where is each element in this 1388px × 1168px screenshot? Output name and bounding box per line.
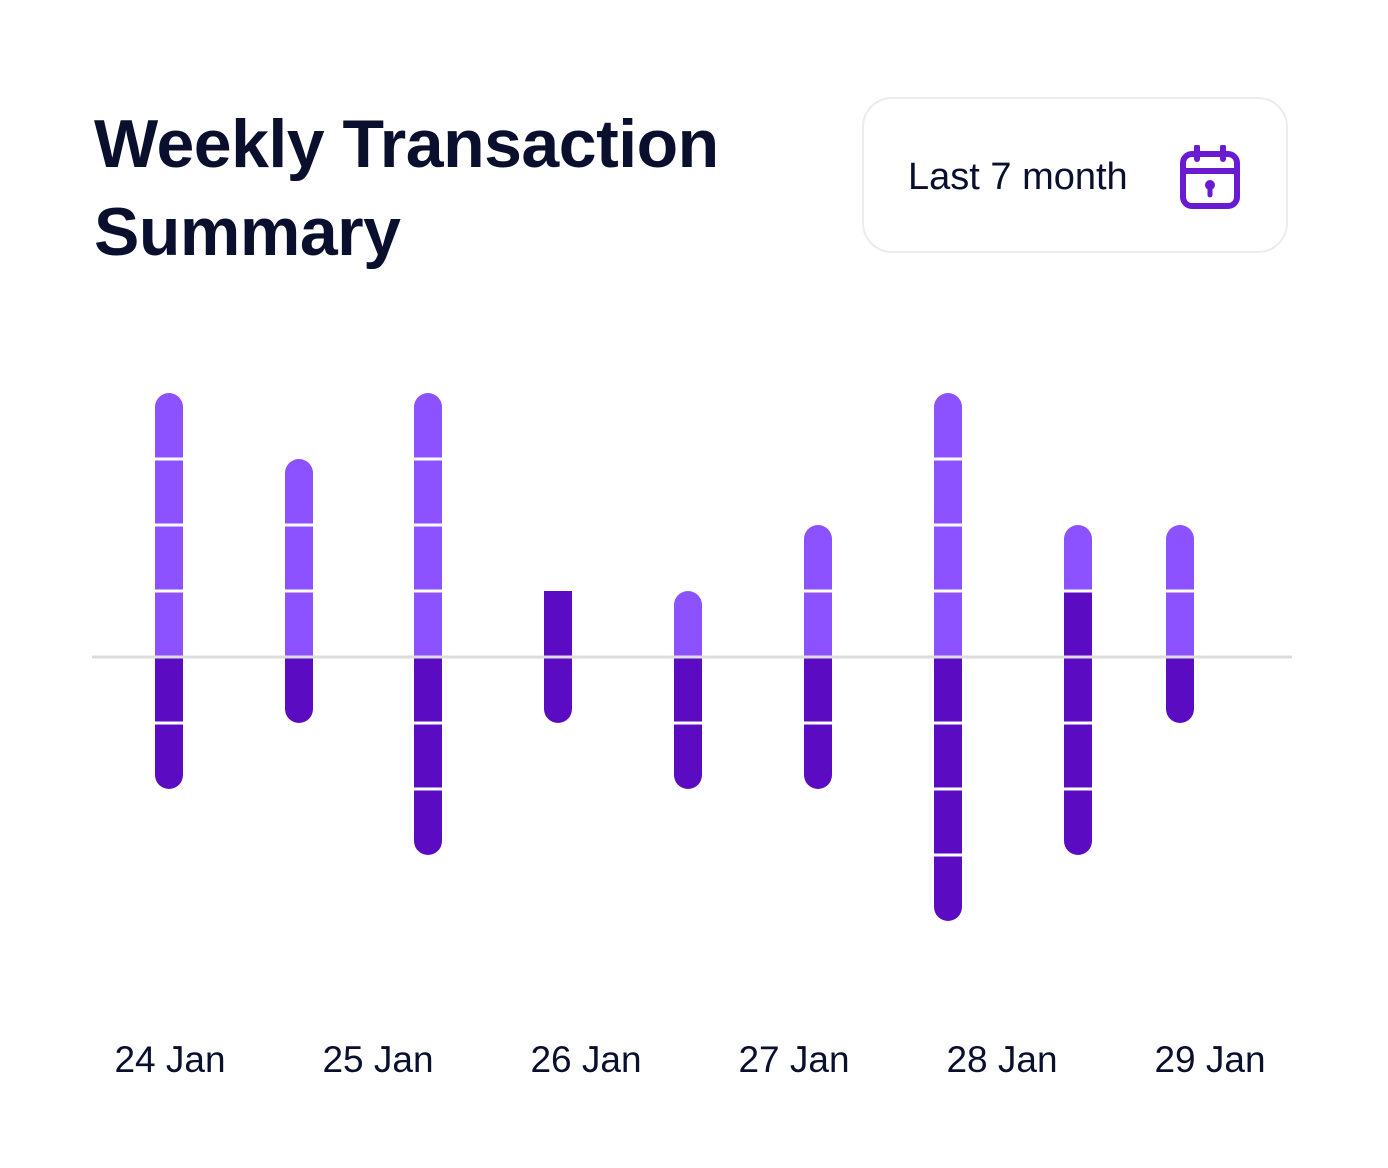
page-title: Weekly Transaction Summary bbox=[94, 106, 719, 270]
bar-segment-up bbox=[285, 459, 313, 657]
bar-segment-down bbox=[414, 657, 442, 855]
chart-bar-4 bbox=[544, 591, 572, 723]
bar-segment-down bbox=[544, 657, 572, 723]
x-tick-label: 28 Jan bbox=[946, 1039, 1057, 1080]
x-tick-label: 26 Jan bbox=[530, 1039, 641, 1080]
bar-segment-up bbox=[674, 591, 702, 657]
bar-segment-down bbox=[1064, 657, 1092, 855]
calendar-icon bbox=[1180, 145, 1240, 209]
bar-segment-up bbox=[1064, 525, 1092, 591]
chart-bar-7 bbox=[934, 393, 962, 921]
x-tick-label: 29 Jan bbox=[1154, 1039, 1265, 1080]
chart-bar-1 bbox=[155, 393, 183, 789]
bar-segment-up-dark bbox=[1064, 591, 1092, 657]
bar-segment-down bbox=[285, 657, 313, 723]
chart-bar-6 bbox=[804, 525, 832, 789]
chart-bar-5 bbox=[674, 591, 702, 789]
bar-segment-down bbox=[1166, 657, 1194, 723]
x-tick-label: 24 Jan bbox=[114, 1039, 225, 1080]
x-tick-label: 27 Jan bbox=[738, 1039, 849, 1080]
bar-segment-up bbox=[544, 591, 572, 657]
date-range-button[interactable]: Last 7 month bbox=[862, 97, 1288, 253]
chart-bar-9 bbox=[1166, 525, 1194, 723]
x-tick-label: 25 Jan bbox=[322, 1039, 433, 1080]
chart-bar-2 bbox=[285, 459, 313, 723]
chart-bar-3 bbox=[414, 393, 442, 855]
chart-bar-8 bbox=[1064, 525, 1092, 855]
date-range-label: Last 7 month bbox=[908, 156, 1128, 198]
